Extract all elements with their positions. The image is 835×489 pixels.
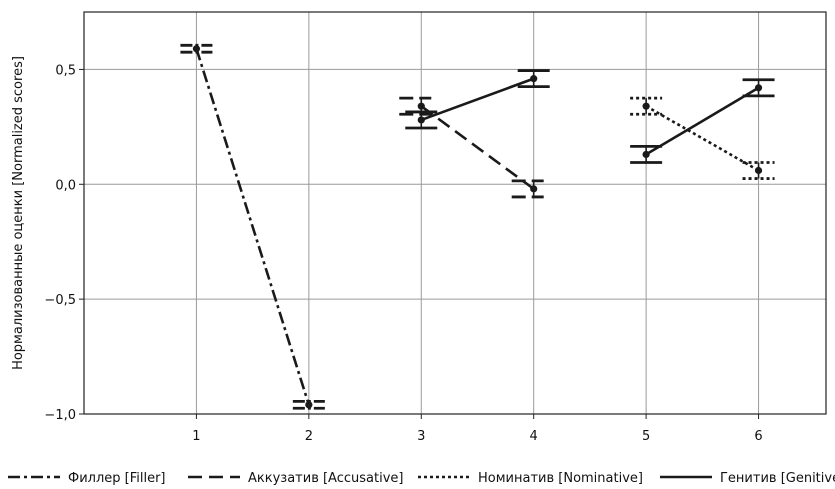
data-point [754, 166, 763, 175]
y-tick-label: 0,5 [55, 63, 76, 78]
data-point [417, 102, 425, 110]
series-solid [405, 69, 775, 164]
y-tick-label: 0,0 [55, 178, 76, 193]
legend-label-accusative: Аккузатив [Accusative] [248, 471, 403, 486]
x-tick-label: 6 [754, 429, 762, 444]
y-tick-label: −0,5 [44, 293, 76, 308]
legend-item-filler: Филлер [Filler] [8, 471, 166, 486]
series-dashed [399, 96, 544, 199]
y-axis: −1,0 −0,5 0,0 0,5 [44, 63, 84, 423]
legend-label-genitive: Генитив [Genitive] [720, 471, 835, 486]
data-point [192, 45, 201, 53]
x-tick-label: 1 [192, 429, 200, 444]
legend-item-accusative: Аккузатив [Accusative] [188, 471, 403, 486]
x-tick-label: 2 [305, 429, 313, 444]
series [180, 43, 775, 410]
y-axis-title: Нормализованные оценки [Normalized score… [11, 56, 26, 370]
plot-frame [83, 11, 827, 415]
series-line [195, 48, 311, 406]
series-dotted [630, 96, 775, 180]
data-point [305, 401, 313, 409]
legend-label-nominative: Номинатив [Nominative] [478, 471, 643, 486]
series-line [645, 105, 760, 172]
data-point [530, 75, 538, 83]
data-point [417, 116, 425, 124]
x-tick-label: 3 [417, 429, 425, 444]
series-dashdot [180, 43, 325, 410]
legend-item-nominative: Номинатив [Nominative] [418, 471, 643, 486]
x-tick-label: 4 [530, 429, 538, 444]
series-line [420, 77, 535, 122]
x-tick-label: 5 [642, 429, 650, 444]
legend-item-genitive: Генитив [Genitive] [660, 471, 835, 486]
series-line [420, 105, 535, 190]
x-axis: 1 2 3 4 5 6 [192, 414, 763, 444]
legend: Филлер [Filler] Аккузатив [Accusative] Н… [8, 471, 835, 486]
series-line [645, 86, 760, 156]
grid [84, 12, 826, 415]
data-point [642, 150, 650, 159]
data-point [642, 102, 650, 110]
y-tick-label: −1,0 [44, 408, 76, 423]
data-point [754, 84, 763, 92]
legend-label-filler: Филлер [Filler] [68, 471, 166, 486]
data-point [530, 185, 538, 193]
